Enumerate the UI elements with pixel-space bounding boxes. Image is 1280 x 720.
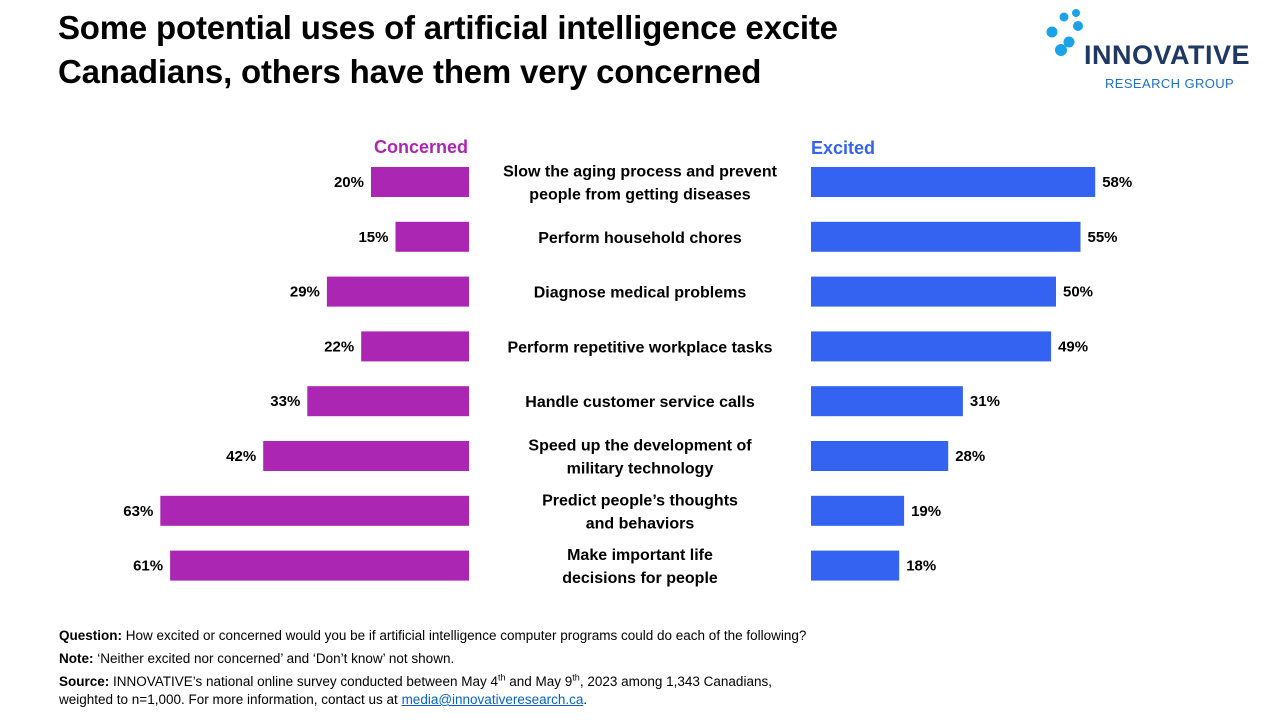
concerned-value-label: 42% <box>226 448 256 465</box>
question-note: Question: How excited or concerned would… <box>59 628 807 643</box>
logo-dots-icon <box>1046 9 1083 56</box>
excited-bar <box>811 386 963 417</box>
category-label: Handle customer service calls <box>525 394 755 411</box>
concerned-value-label: 20% <box>334 174 364 191</box>
concerned-bar <box>371 167 469 197</box>
concerned-value-label: 22% <box>324 338 354 355</box>
excited-bar <box>811 441 949 471</box>
diverging-bar-chart: Concerned Excited 20% 58% Slow the aging pro… <box>123 137 1132 587</box>
concerned-bar <box>307 386 469 417</box>
excited-value-label: 31% <box>970 393 1000 410</box>
category-label: Perform household chores <box>538 230 742 247</box>
concerned-bar <box>263 441 469 471</box>
category-label: Speed up the development of <box>528 438 752 455</box>
excited-value-label: 28% <box>955 448 985 465</box>
innovative-logo: INNOVATIVE RESEARCH GROUP <box>1040 6 1275 96</box>
footnotes: Question: How excited or concerned would… <box>59 627 1059 709</box>
excited-bar <box>811 221 1081 252</box>
source-note: Source: INNOVATIVE’s national online sur… <box>59 672 772 707</box>
excited-value-label: 49% <box>1058 338 1088 355</box>
excited-bar <box>811 495 905 526</box>
category-label: Slow the aging process and prevent <box>503 164 778 181</box>
concerned-header: Concerned <box>374 137 468 157</box>
category-label: Predict people’s thoughts <box>542 492 738 509</box>
title-line-1: Some potential uses of artificial intell… <box>58 9 838 46</box>
concerned-bar <box>160 495 470 526</box>
category-label: and behaviors <box>586 515 695 532</box>
category-label: Diagnose medical problems <box>534 285 747 302</box>
excited-value-label: 18% <box>906 558 936 575</box>
concerned-value-label: 15% <box>358 229 388 246</box>
excited-bar <box>811 167 1096 197</box>
concerned-bar <box>361 331 469 362</box>
excited-bar <box>811 331 1052 362</box>
concerned-value-label: 29% <box>290 284 320 301</box>
excited-bar <box>811 276 1056 307</box>
concerned-bar <box>326 276 469 307</box>
category-label: Perform repetitive workplace tasks <box>507 339 772 356</box>
chart-title: Some potential uses of artificial intell… <box>58 6 958 94</box>
category-label: people from getting diseases <box>529 187 750 204</box>
excited-bar <box>811 550 900 581</box>
concerned-value-label: 63% <box>123 503 153 520</box>
concerned-bar <box>395 221 469 252</box>
excited-value-label: 58% <box>1102 174 1132 191</box>
logo-subtitle: RESEARCH GROUP <box>1105 76 1235 91</box>
category-label: decisions for people <box>562 570 718 587</box>
excited-value-label: 19% <box>911 503 941 520</box>
excited-value-label: 55% <box>1088 229 1118 246</box>
concerned-value-label: 33% <box>270 393 300 410</box>
excited-header: Excited <box>811 138 875 158</box>
contact-email-link[interactable]: media@innovativeresearch.ca <box>401 692 584 707</box>
category-label: military technology <box>567 461 714 478</box>
title-line-2: Canadians, others have them very concern… <box>58 53 762 90</box>
excited-value-label: 50% <box>1063 284 1093 301</box>
category-label: Make important life <box>567 547 713 564</box>
concerned-value-label: 61% <box>133 558 163 575</box>
concerned-bar <box>170 550 469 581</box>
logo-wordmark: INNOVATIVE <box>1084 40 1251 70</box>
exclusion-note: Note: ‘Neither excited nor concerned’ an… <box>59 651 455 666</box>
